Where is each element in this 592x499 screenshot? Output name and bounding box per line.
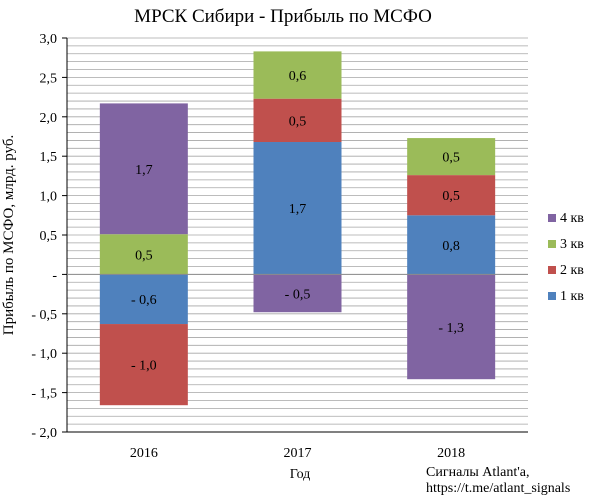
bar-segment — [407, 274, 496, 380]
watermark-line-1: Сигналы Atlant'a, — [426, 465, 530, 480]
data-label: 0,6 — [289, 69, 307, 84]
legend: 4 кв 3 кв 2 кв 1 кв — [548, 211, 584, 304]
legend-swatch — [548, 214, 556, 222]
legend-swatch — [548, 266, 556, 274]
bars: - 0,6 - 1,0 0,5 1,7 1,7 0,5 0,6 - 0,5 0,8 0,5 0,5 -… — [99, 51, 496, 406]
y-tick-label: 1,0 — [40, 190, 58, 205]
bar-segment — [99, 234, 188, 275]
y-tick-label: 2,0 — [40, 111, 58, 126]
data-label: 1,7 — [289, 202, 307, 217]
bar-segment — [407, 175, 496, 216]
y-tick-label: 1,5 — [40, 150, 58, 165]
bar-segment — [99, 274, 188, 325]
bar-segment — [253, 98, 342, 143]
data-label: - 1,3 — [438, 321, 464, 336]
y-tick-label: - 1,0 — [31, 347, 57, 362]
x-tick-label: 2016 — [130, 446, 158, 461]
y-tick-label: - 0,5 — [31, 308, 57, 323]
axes: - 2,0 - 1,5 - 1,0 - 0,5 - 0,5 1,0 1,5 2,0 2,5 3,0 2… — [31, 32, 528, 461]
y-tick-label: - — [52, 268, 57, 283]
x-axis-label: Год — [290, 467, 311, 482]
bar-segment — [253, 274, 342, 313]
data-label: 0,5 — [289, 114, 307, 129]
legend-swatch — [548, 240, 556, 248]
bar-segment — [253, 51, 342, 99]
bar-segment — [99, 324, 188, 406]
x-tick-label: 2017 — [284, 446, 312, 461]
legend-label: 4 кв — [560, 211, 584, 226]
data-label: - 1,0 — [131, 359, 157, 374]
bar-segment — [407, 138, 496, 176]
legend-label: 1 кв — [560, 289, 584, 304]
data-label: - 0,6 — [131, 293, 157, 308]
legend-label: 3 кв — [560, 237, 584, 252]
data-label: 1,7 — [135, 163, 153, 178]
y-tick-label: 3,0 — [40, 32, 58, 47]
y-tick-label: - 1,5 — [31, 387, 57, 402]
y-tick-label: - 2,0 — [31, 426, 57, 441]
data-label: 0,8 — [442, 239, 460, 254]
legend-label: 2 кв — [560, 263, 584, 278]
y-tick-label: 2,5 — [40, 71, 58, 86]
bar-segment — [407, 215, 496, 275]
bar-segment — [253, 142, 342, 275]
bar-segment — [99, 103, 188, 235]
legend-swatch — [548, 292, 556, 300]
data-label: 0,5 — [135, 248, 153, 263]
data-label: 0,5 — [442, 189, 460, 204]
y-tick-label: 0,5 — [40, 229, 58, 244]
data-label: - 0,5 — [285, 287, 311, 302]
chart-title: МРСК Сибири - Прибыль по МСФО — [134, 6, 432, 27]
data-label: 0,5 — [442, 151, 460, 166]
x-tick-label: 2018 — [437, 446, 465, 461]
watermark-line-2: https://t.me/atlant_signals — [426, 481, 570, 496]
y-axis-label: Прибыль по МСФО, млрд. руб. — [1, 135, 17, 336]
